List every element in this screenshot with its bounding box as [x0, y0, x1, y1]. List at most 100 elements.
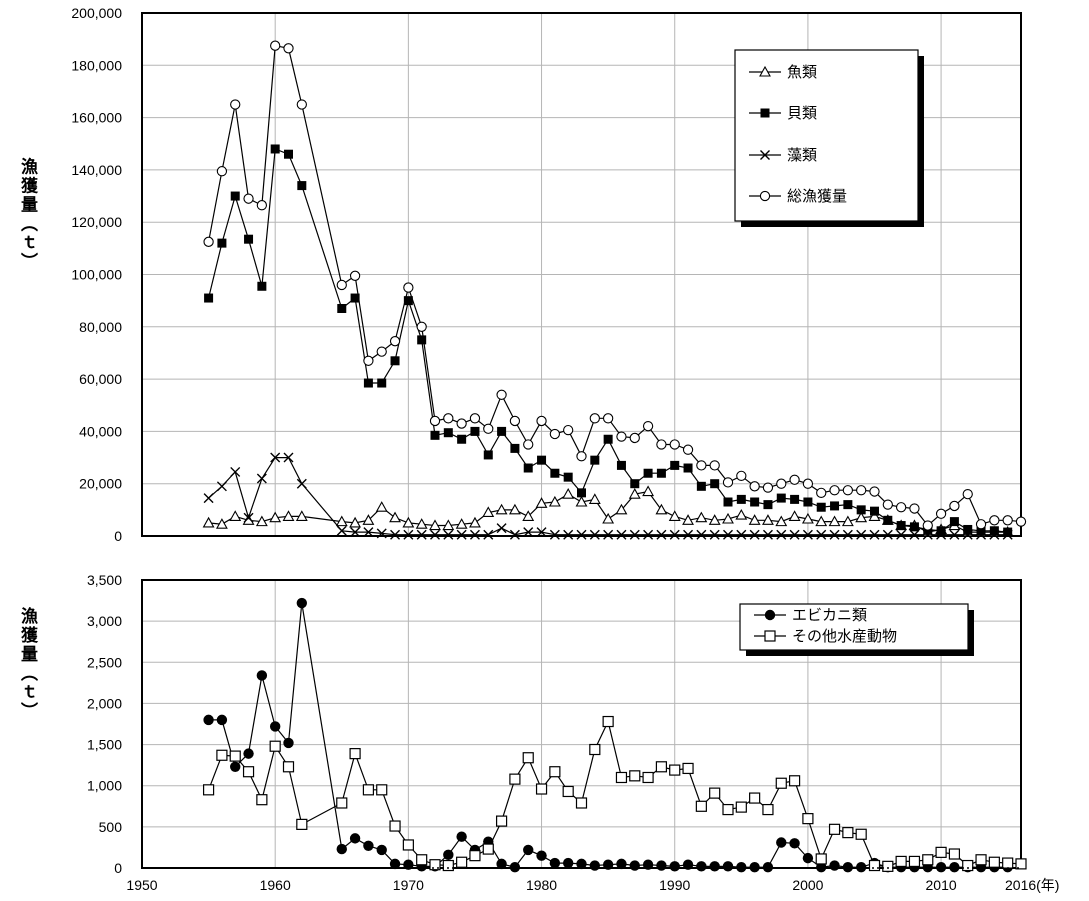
- data-point: [682, 762, 694, 775]
- data-point: [789, 474, 800, 485]
- data-point: [975, 519, 987, 530]
- data-point: [363, 527, 374, 538]
- data-point: [216, 749, 228, 761]
- data-point: [589, 860, 601, 871]
- data-point: [536, 850, 547, 861]
- y-tick-label: 500: [99, 819, 123, 835]
- data-point: [909, 503, 920, 514]
- data-point: [962, 489, 973, 500]
- x-tick-label: 2000: [792, 877, 823, 893]
- x-tick-label: 1970: [393, 877, 424, 893]
- legend-label: その他水産動物: [792, 627, 897, 645]
- data-point: [402, 839, 414, 851]
- data-point: [669, 439, 680, 450]
- data-point: [722, 477, 734, 488]
- data-point: [416, 529, 427, 540]
- data-point: [802, 529, 813, 540]
- data-point: [483, 450, 493, 460]
- y-tick-label: 3,000: [87, 613, 122, 629]
- data-point: [936, 526, 946, 536]
- data-point: [949, 529, 960, 540]
- data-point: [216, 481, 227, 492]
- x-tick-label: 2010: [926, 877, 957, 893]
- data-point: [296, 478, 307, 489]
- data-point: [776, 837, 787, 848]
- data-point: [949, 861, 960, 873]
- data-point: [682, 514, 694, 525]
- data-point: [935, 861, 947, 873]
- data-point: [775, 777, 787, 789]
- data-point: [602, 512, 615, 524]
- data-point: [656, 439, 667, 450]
- data-point: [375, 501, 388, 512]
- legend-marker: [760, 108, 770, 118]
- data-point: [722, 861, 734, 872]
- data-point: [590, 455, 600, 465]
- data-point: [870, 506, 879, 516]
- data-point: [949, 500, 960, 512]
- data-point: [989, 526, 999, 536]
- data-point: [230, 191, 240, 201]
- y-tick-label: 0: [114, 860, 122, 876]
- data-point: [922, 529, 933, 540]
- data-point: [695, 800, 707, 812]
- data-point: [896, 521, 906, 531]
- y-tick-label: 160,000: [71, 110, 122, 126]
- data-point: [588, 493, 601, 504]
- data-point: [256, 200, 268, 211]
- data-point: [255, 515, 268, 527]
- data-point: [216, 166, 228, 177]
- data-point: [788, 510, 801, 521]
- data-point: [256, 794, 268, 806]
- data-point: [869, 486, 880, 497]
- data-point: [362, 514, 375, 525]
- data-point: [776, 529, 787, 540]
- legend-label: 藻類: [787, 146, 817, 164]
- data-point: [508, 503, 521, 515]
- data-point: [603, 529, 614, 540]
- data-point: [349, 748, 361, 760]
- data-point: [762, 861, 774, 873]
- y-tick-label: 3,500: [87, 572, 122, 588]
- data-point: [576, 529, 587, 540]
- data-point: [270, 144, 280, 154]
- data-point: [230, 761, 241, 772]
- data-point: [709, 861, 720, 872]
- data-point: [603, 434, 613, 444]
- data-point: [497, 426, 507, 436]
- data-point: [296, 597, 308, 609]
- data-point: [789, 529, 800, 540]
- data-point: [602, 413, 614, 424]
- data-point: [336, 279, 347, 291]
- data-point: [709, 787, 721, 799]
- data-point: [509, 773, 521, 785]
- data-point: [523, 463, 533, 473]
- data-point: [455, 518, 468, 529]
- legend-label: エビカニ類: [792, 606, 867, 624]
- data-point: [642, 485, 655, 497]
- data-point: [230, 99, 241, 110]
- y-tick-label: 60,000: [79, 371, 122, 387]
- data-point: [736, 494, 746, 504]
- data-point: [842, 485, 854, 496]
- data-point: [643, 529, 654, 540]
- data-point: [656, 529, 667, 540]
- data-point: [882, 499, 893, 510]
- data-point: [749, 529, 760, 540]
- data-point: [295, 510, 308, 521]
- data-point: [735, 801, 747, 813]
- data-point: [230, 466, 241, 477]
- series-1-2: [204, 144, 1013, 537]
- data-point: [536, 415, 547, 427]
- data-point: [469, 413, 481, 424]
- data-point: [229, 510, 242, 521]
- y-tick-label: 40,000: [79, 423, 122, 439]
- data-point: [403, 529, 414, 540]
- data-point: [283, 452, 294, 463]
- data-point: [948, 848, 961, 860]
- data-point: [789, 838, 800, 849]
- data-point: [775, 515, 788, 527]
- data-point: [523, 439, 534, 450]
- data-point: [204, 293, 214, 303]
